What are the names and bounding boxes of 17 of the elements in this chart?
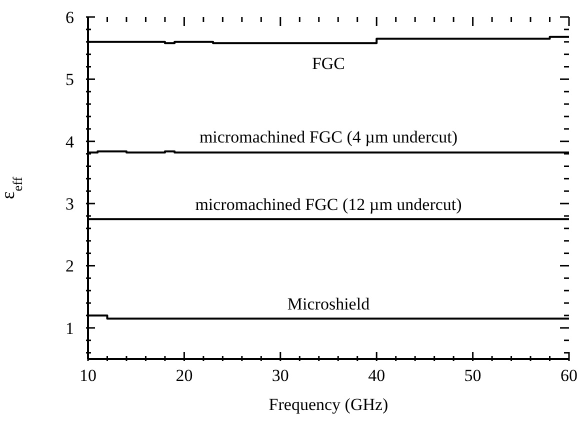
y-tick-label: 5 bbox=[66, 70, 74, 90]
series-label: Microshield bbox=[287, 294, 370, 314]
x-tick-label: 40 bbox=[368, 366, 386, 385]
x-tick-label: 60 bbox=[560, 366, 578, 385]
y-tick-label: 6 bbox=[66, 8, 74, 27]
y-tick-label: 1 bbox=[66, 318, 74, 338]
series-label: FGC bbox=[312, 54, 346, 74]
x-tick-label: 10 bbox=[80, 366, 96, 385]
series-label: micromachined FGC (4 µm undercut) bbox=[199, 127, 458, 146]
y-tick-label: 2 bbox=[66, 256, 74, 276]
x-tick-label: 30 bbox=[272, 366, 289, 385]
series-label: micromachined FGC (12 µm undercut) bbox=[195, 195, 462, 214]
x-axis-title: Frequency (GHz) bbox=[268, 395, 388, 414]
x-tick-label: 50 bbox=[464, 366, 482, 385]
y-tick-label: 4 bbox=[66, 132, 74, 152]
y-tick-label: 3 bbox=[66, 194, 74, 214]
x-tick-label: 20 bbox=[176, 366, 193, 385]
